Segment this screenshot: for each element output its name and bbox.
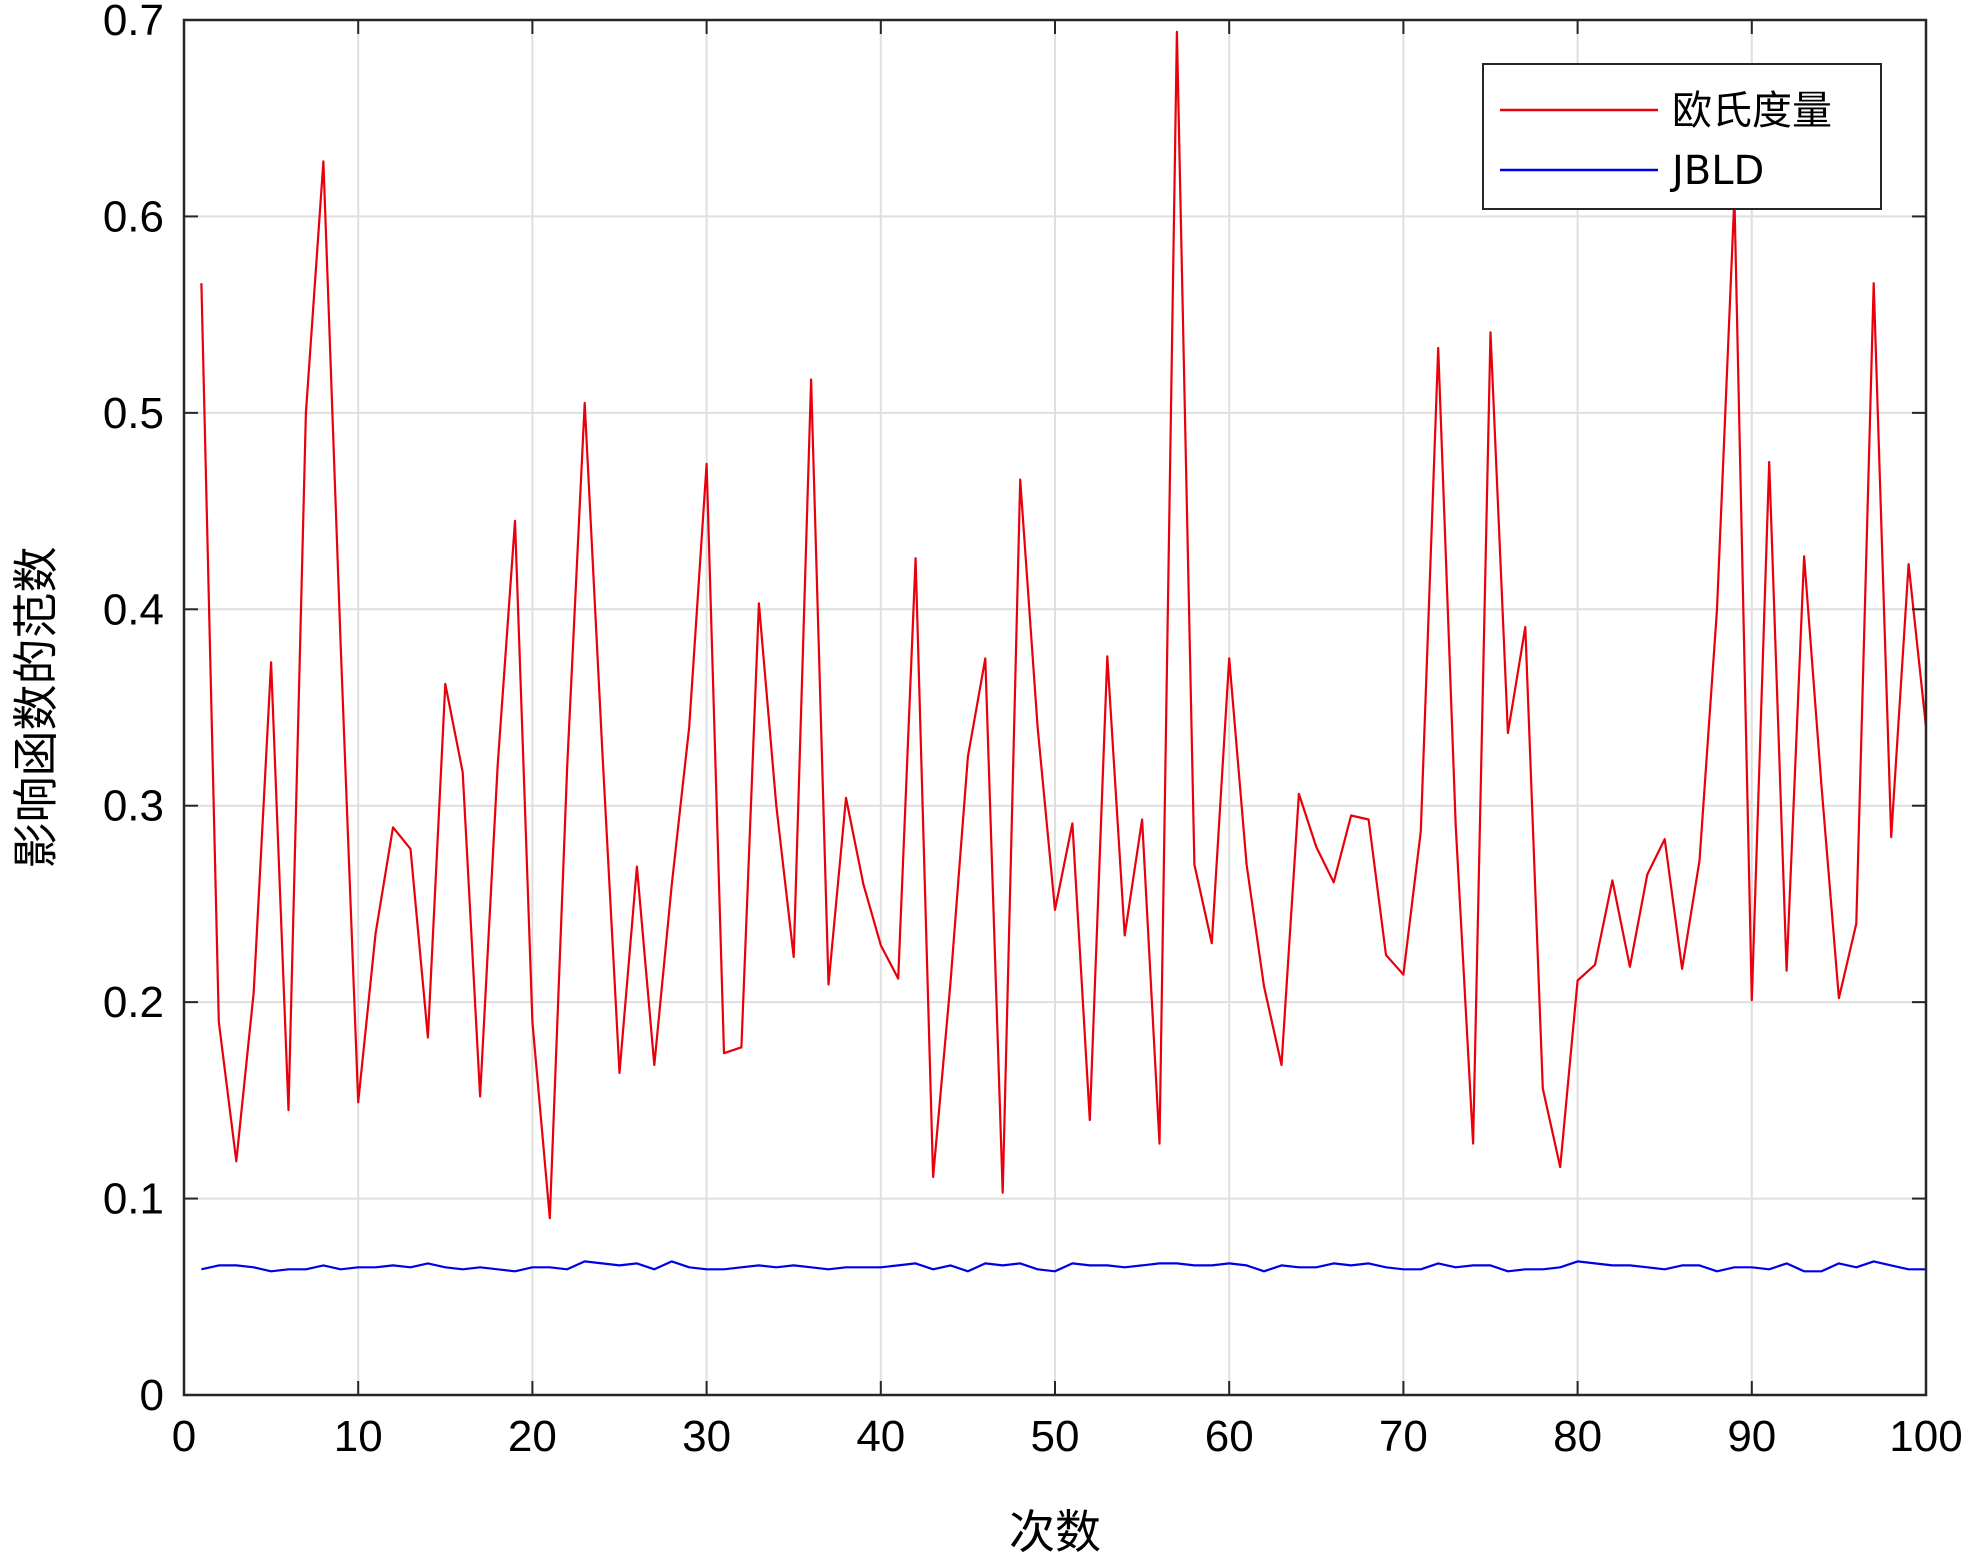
series-line-euclidean: [200, 30, 1928, 1220]
y-tick-label: 0.1: [103, 1175, 164, 1224]
x-tick-label: 0: [172, 1412, 196, 1461]
y-tick-label: 0.4: [103, 585, 164, 634]
y-tick-label: 0.2: [103, 978, 164, 1027]
y-axis-title: 影响函数的范数: [9, 547, 63, 869]
series-line-jbld: [201, 1260, 1926, 1273]
x-tick-label: 90: [1727, 1412, 1776, 1461]
x-tick-label: 20: [508, 1412, 557, 1461]
series-lines: [200, 30, 1928, 1273]
y-tick-label: 0.7: [103, 0, 164, 45]
x-tick-label: 50: [1031, 1412, 1080, 1461]
legend-label-jbld: JBLD: [1669, 148, 1764, 194]
legend-box: [1482, 63, 1882, 210]
y-tick-label: 0: [140, 1371, 164, 1420]
axis-ticks: 0 10 20 30 40 50 60 70 80 90 100 0 0.1 0.2 0.3 0.4 0.5 0.…: [103, 0, 1963, 1461]
y-tick-label: 0.5: [103, 389, 164, 438]
y-tick-label: 0.6: [103, 192, 164, 241]
x-tick-label: 80: [1553, 1412, 1602, 1461]
x-tick-label: 40: [856, 1412, 905, 1461]
y-tick-label: 0.3: [103, 782, 164, 831]
x-tick-label: 10: [334, 1412, 383, 1461]
x-tick-label: 100: [1889, 1412, 1962, 1461]
x-axis-title: 次数: [1009, 1505, 1101, 1559]
legend: 欧氏度量 JBLD: [1482, 63, 1882, 210]
x-tick-label: 70: [1379, 1412, 1428, 1461]
x-tick-label: 60: [1205, 1412, 1254, 1461]
x-tick-label: 30: [682, 1412, 731, 1461]
legend-label-euclidean: 欧氏度量: [1672, 88, 1832, 134]
